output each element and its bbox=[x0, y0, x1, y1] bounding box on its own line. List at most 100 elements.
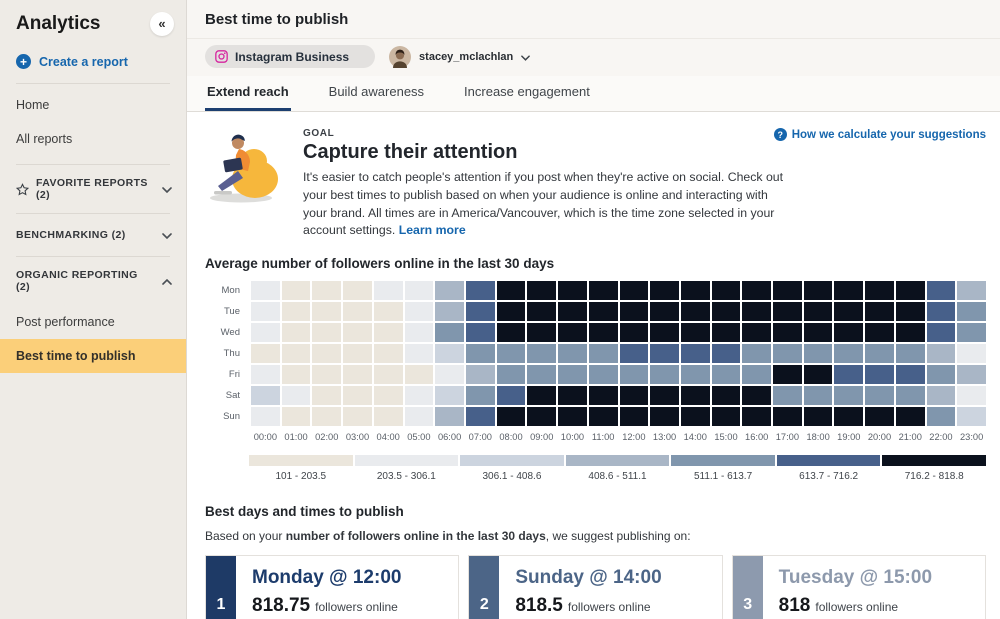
heatmap-cell-Sun-04:00[interactable] bbox=[373, 407, 403, 427]
heatmap-cell-Sun-18:00[interactable] bbox=[803, 407, 833, 427]
heatmap-cell-Tue-08:00[interactable] bbox=[496, 302, 526, 322]
heatmap-cell-Mon-05:00[interactable] bbox=[404, 281, 434, 301]
heatmap-cell-Sun-10:00[interactable] bbox=[558, 407, 587, 427]
heatmap-cell-Sat-02:00[interactable] bbox=[312, 386, 342, 406]
heatmap-cell-Tue-15:00[interactable] bbox=[711, 302, 741, 322]
heatmap-cell-Tue-12:00[interactable] bbox=[619, 302, 649, 322]
heatmap-cell-Tue-04:00[interactable] bbox=[373, 302, 403, 322]
heatmap-cell-Wed-02:00[interactable] bbox=[312, 323, 342, 343]
heatmap-cell-Sat-22:00[interactable] bbox=[926, 386, 956, 406]
heatmap-cell-Sun-01:00[interactable] bbox=[281, 407, 311, 427]
heatmap-cell-Mon-02:00[interactable] bbox=[312, 281, 342, 301]
heatmap-cell-Tue-14:00[interactable] bbox=[680, 302, 710, 322]
heatmap-cell-Tue-06:00[interactable] bbox=[435, 302, 464, 322]
heatmap-cell-Wed-21:00[interactable] bbox=[895, 323, 925, 343]
heatmap-cell-Mon-22:00[interactable] bbox=[926, 281, 956, 301]
heatmap-cell-Mon-20:00[interactable] bbox=[865, 281, 894, 301]
heatmap-cell-Wed-20:00[interactable] bbox=[865, 323, 894, 343]
heatmap-cell-Thu-19:00[interactable] bbox=[834, 344, 864, 364]
heatmap-cell-Wed-12:00[interactable] bbox=[619, 323, 649, 343]
heatmap-cell-Fri-18:00[interactable] bbox=[803, 365, 833, 385]
heatmap-cell-Wed-03:00[interactable] bbox=[343, 323, 372, 343]
heatmap-cell-Tue-19:00[interactable] bbox=[834, 302, 864, 322]
heatmap-cell-Wed-10:00[interactable] bbox=[558, 323, 587, 343]
heatmap-cell-Sun-05:00[interactable] bbox=[404, 407, 434, 427]
heatmap-cell-Wed-00:00[interactable] bbox=[251, 323, 280, 343]
heatmap-cell-Wed-13:00[interactable] bbox=[650, 323, 679, 343]
heatmap-cell-Thu-09:00[interactable] bbox=[527, 344, 557, 364]
heatmap-cell-Sat-11:00[interactable] bbox=[588, 386, 618, 406]
heatmap-cell-Mon-21:00[interactable] bbox=[895, 281, 925, 301]
heatmap-cell-Sat-20:00[interactable] bbox=[865, 386, 894, 406]
heatmap-cell-Tue-23:00[interactable] bbox=[957, 302, 986, 322]
heatmap-cell-Wed-14:00[interactable] bbox=[680, 323, 710, 343]
heatmap-cell-Thu-13:00[interactable] bbox=[650, 344, 679, 364]
heatmap-cell-Tue-02:00[interactable] bbox=[312, 302, 342, 322]
heatmap-cell-Thu-08:00[interactable] bbox=[496, 344, 526, 364]
heatmap-cell-Sun-12:00[interactable] bbox=[619, 407, 649, 427]
heatmap-cell-Sat-23:00[interactable] bbox=[957, 386, 986, 406]
heatmap-cell-Sun-11:00[interactable] bbox=[588, 407, 618, 427]
heatmap-cell-Thu-01:00[interactable] bbox=[281, 344, 311, 364]
heatmap-cell-Sat-21:00[interactable] bbox=[895, 386, 925, 406]
tab-build-awareness[interactable]: Build awareness bbox=[327, 76, 426, 111]
heatmap-cell-Tue-16:00[interactable] bbox=[742, 302, 772, 322]
heatmap-cell-Sat-13:00[interactable] bbox=[650, 386, 679, 406]
heatmap-cell-Wed-22:00[interactable] bbox=[926, 323, 956, 343]
heatmap-cell-Sun-08:00[interactable] bbox=[496, 407, 526, 427]
heatmap-cell-Fri-17:00[interactable] bbox=[773, 365, 802, 385]
heatmap-cell-Fri-20:00[interactable] bbox=[865, 365, 894, 385]
heatmap-cell-Fri-07:00[interactable] bbox=[465, 365, 495, 385]
heatmap-cell-Mon-09:00[interactable] bbox=[527, 281, 557, 301]
heatmap-cell-Sat-03:00[interactable] bbox=[343, 386, 372, 406]
heatmap-cell-Sat-09:00[interactable] bbox=[527, 386, 557, 406]
heatmap-cell-Tue-00:00[interactable] bbox=[251, 302, 280, 322]
sidebar-section-favorite-reports[interactable]: FAVORITE REPORTS (2) bbox=[0, 165, 186, 213]
heatmap-cell-Tue-07:00[interactable] bbox=[465, 302, 495, 322]
heatmap-cell-Tue-03:00[interactable] bbox=[343, 302, 372, 322]
heatmap-cell-Thu-00:00[interactable] bbox=[251, 344, 280, 364]
heatmap-cell-Fri-06:00[interactable] bbox=[435, 365, 464, 385]
heatmap-cell-Mon-10:00[interactable] bbox=[558, 281, 587, 301]
heatmap-cell-Fri-19:00[interactable] bbox=[834, 365, 864, 385]
heatmap-cell-Fri-22:00[interactable] bbox=[926, 365, 956, 385]
learn-more-link[interactable]: Learn more bbox=[398, 223, 466, 238]
heatmap-cell-Sun-17:00[interactable] bbox=[773, 407, 802, 427]
sidebar-item-all-reports[interactable]: All reports bbox=[16, 132, 73, 146]
sidebar-section-benchmarking[interactable]: BENCHMARKING (2) bbox=[0, 214, 186, 256]
heatmap-cell-Mon-19:00[interactable] bbox=[834, 281, 864, 301]
sidebar-collapse-button[interactable]: « bbox=[150, 12, 174, 36]
heatmap-cell-Sat-08:00[interactable] bbox=[496, 386, 526, 406]
heatmap-cell-Wed-17:00[interactable] bbox=[773, 323, 802, 343]
heatmap-cell-Sun-23:00[interactable] bbox=[957, 407, 986, 427]
heatmap-cell-Mon-11:00[interactable] bbox=[588, 281, 618, 301]
heatmap-cell-Thu-02:00[interactable] bbox=[312, 344, 342, 364]
heatmap-cell-Fri-01:00[interactable] bbox=[281, 365, 311, 385]
heatmap-cell-Mon-08:00[interactable] bbox=[496, 281, 526, 301]
heatmap-cell-Wed-07:00[interactable] bbox=[465, 323, 495, 343]
heatmap-cell-Tue-10:00[interactable] bbox=[558, 302, 587, 322]
heatmap-cell-Wed-08:00[interactable] bbox=[496, 323, 526, 343]
heatmap-cell-Mon-12:00[interactable] bbox=[619, 281, 649, 301]
heatmap-cell-Fri-00:00[interactable] bbox=[251, 365, 280, 385]
heatmap-cell-Wed-11:00[interactable] bbox=[588, 323, 618, 343]
heatmap-cell-Fri-09:00[interactable] bbox=[527, 365, 557, 385]
heatmap-cell-Sat-19:00[interactable] bbox=[834, 386, 864, 406]
create-report-button[interactable]: + Create a report bbox=[0, 46, 186, 83]
heatmap-cell-Mon-04:00[interactable] bbox=[373, 281, 403, 301]
heatmap-cell-Sat-12:00[interactable] bbox=[619, 386, 649, 406]
heatmap-cell-Thu-14:00[interactable] bbox=[680, 344, 710, 364]
heatmap-cell-Tue-01:00[interactable] bbox=[281, 302, 311, 322]
heatmap-cell-Sat-14:00[interactable] bbox=[680, 386, 710, 406]
heatmap-cell-Fri-04:00[interactable] bbox=[373, 365, 403, 385]
heatmap-cell-Wed-01:00[interactable] bbox=[281, 323, 311, 343]
heatmap-cell-Sun-16:00[interactable] bbox=[742, 407, 772, 427]
heatmap-cell-Fri-14:00[interactable] bbox=[680, 365, 710, 385]
heatmap-cell-Fri-02:00[interactable] bbox=[312, 365, 342, 385]
heatmap-cell-Sun-07:00[interactable] bbox=[465, 407, 495, 427]
heatmap-cell-Fri-15:00[interactable] bbox=[711, 365, 741, 385]
heatmap-cell-Mon-06:00[interactable] bbox=[435, 281, 464, 301]
heatmap-cell-Fri-12:00[interactable] bbox=[619, 365, 649, 385]
heatmap-cell-Fri-03:00[interactable] bbox=[343, 365, 372, 385]
heatmap-cell-Sat-01:00[interactable] bbox=[281, 386, 311, 406]
